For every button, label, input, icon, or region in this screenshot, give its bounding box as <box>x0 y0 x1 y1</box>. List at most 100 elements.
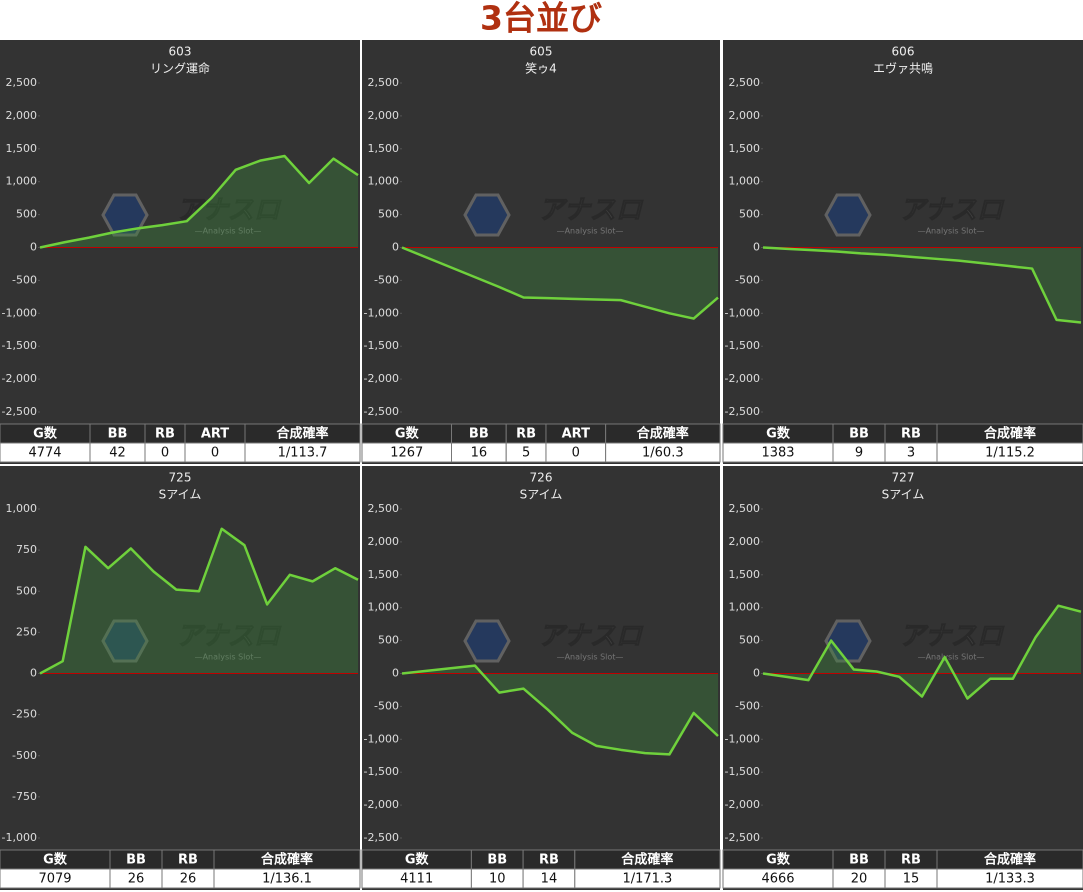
table-header: RB <box>178 853 198 868</box>
y-tick-label: -1,500 <box>2 339 37 352</box>
table-cell <box>936 868 1083 889</box>
table-value: 1/113.7 <box>278 446 328 461</box>
watermark-subtitle: —Analysis Slot— <box>918 653 985 662</box>
chart-subtitle: Sアイム <box>882 488 925 502</box>
table-value: 10 <box>489 872 506 887</box>
watermark-logo <box>101 193 149 237</box>
watermark-logo <box>101 619 149 663</box>
area <box>402 665 718 755</box>
table-value: 1267 <box>390 446 423 461</box>
panel <box>723 466 1083 890</box>
line <box>762 246 1082 324</box>
y-tick-label: 500 <box>739 208 760 221</box>
table-value: 9 <box>855 446 863 461</box>
y-tick-label: 2,000 <box>6 109 38 122</box>
y-tick-label: -2,500 <box>364 831 399 844</box>
y-tick-label: 1,000 <box>6 175 38 188</box>
watermark-title: アナスロ <box>176 196 281 226</box>
y-tick-label: -500 <box>735 699 760 712</box>
table-value: 1/115.2 <box>985 446 1035 461</box>
line <box>762 604 1082 700</box>
y-tick-label: -1,000 <box>725 732 760 745</box>
page-title: 3台並び <box>480 0 602 38</box>
y-tick-label: -2,000 <box>725 798 760 811</box>
watermark-title: アナスロ <box>538 196 643 226</box>
chart-title: 606 <box>892 45 915 59</box>
y-tick-label: -500 <box>12 273 37 286</box>
watermark-title: アナスロ <box>538 622 643 652</box>
table-cell <box>574 868 721 889</box>
y-tick-label: 2,000 <box>368 535 400 548</box>
watermark: アナスロ—Analysis Slot— <box>824 193 1005 237</box>
watermark-subtitle: —Analysis Slot— <box>918 227 985 236</box>
y-tick-label: -1,000 <box>2 306 37 319</box>
table-value: 1/136.1 <box>262 872 312 887</box>
line <box>39 527 359 675</box>
table-value: 15 <box>903 872 920 887</box>
table-header: BB <box>126 853 146 868</box>
y-tick-label: 2,500 <box>368 76 400 89</box>
table-value: 20 <box>851 872 868 887</box>
y-tick-label: 1,000 <box>729 601 761 614</box>
table-header: 合成確率 <box>984 426 1036 442</box>
watermark: アナスロ—Analysis Slot— <box>101 193 282 237</box>
table-value: 14 <box>541 872 558 887</box>
table-cell <box>244 442 361 463</box>
y-tick-label: 500 <box>739 634 760 647</box>
y-tick-label: -2,500 <box>2 405 37 418</box>
y-tick-label: -500 <box>374 273 399 286</box>
table-header: RB <box>155 427 175 442</box>
area <box>40 156 358 248</box>
watermark-subtitle: —Analysis Slot— <box>557 653 624 662</box>
table-header: BB <box>487 853 507 868</box>
table-cell <box>213 868 361 889</box>
y-tick-label: 500 <box>378 208 399 221</box>
line <box>39 154 359 249</box>
table-value: 0 <box>161 446 169 461</box>
y-tick-label: -2,000 <box>725 372 760 385</box>
y-tick-label: 1,500 <box>6 142 38 155</box>
watermark-subtitle: —Analysis Slot— <box>195 227 262 236</box>
y-tick-label: -2,000 <box>2 372 37 385</box>
chart-title: 725 <box>169 471 192 485</box>
table-header: G数 <box>766 426 791 442</box>
table-value: 42 <box>109 446 126 461</box>
table-header: RB <box>901 427 921 442</box>
table-header: BB <box>849 427 869 442</box>
table-header: 合成確率 <box>261 852 313 868</box>
y-tick-label: 1,500 <box>729 568 761 581</box>
table-value: 4111 <box>400 872 433 887</box>
y-tick-label: -750 <box>12 790 37 803</box>
y-tick-label: -1,500 <box>364 765 399 778</box>
y-tick-label: -2,500 <box>725 405 760 418</box>
table-value: 26 <box>180 872 197 887</box>
area <box>40 528 358 674</box>
y-tick-label: -2,500 <box>725 831 760 844</box>
y-tick-label: 1,000 <box>729 175 761 188</box>
table-cell <box>936 442 1083 463</box>
panel <box>0 40 360 464</box>
area <box>402 247 718 319</box>
chart-title: 726 <box>530 471 553 485</box>
y-tick-label: -1,000 <box>364 732 399 745</box>
table-header: ART <box>562 427 590 442</box>
y-tick-label: 1,500 <box>368 568 400 581</box>
line <box>401 246 719 320</box>
table-header: BB <box>469 427 489 442</box>
table-value: 1/60.3 <box>642 446 684 461</box>
y-tick-label: -2,500 <box>364 405 399 418</box>
watermark: アナスロ—Analysis Slot— <box>463 619 644 663</box>
y-tick-label: 0 <box>392 667 399 680</box>
panel <box>0 466 360 890</box>
table-cell <box>605 442 721 463</box>
panel <box>723 40 1083 464</box>
y-tick-label: 0 <box>30 667 37 680</box>
y-tick-label: -250 <box>12 708 37 721</box>
y-tick-label: -1,500 <box>725 765 760 778</box>
chart-subtitle: 笑ゥ4 <box>525 61 557 76</box>
table-header: G数 <box>405 852 430 868</box>
table-header: 合成確率 <box>637 426 689 442</box>
chart-subtitle: Sアイム <box>520 488 563 502</box>
y-tick-label: 0 <box>753 667 760 680</box>
